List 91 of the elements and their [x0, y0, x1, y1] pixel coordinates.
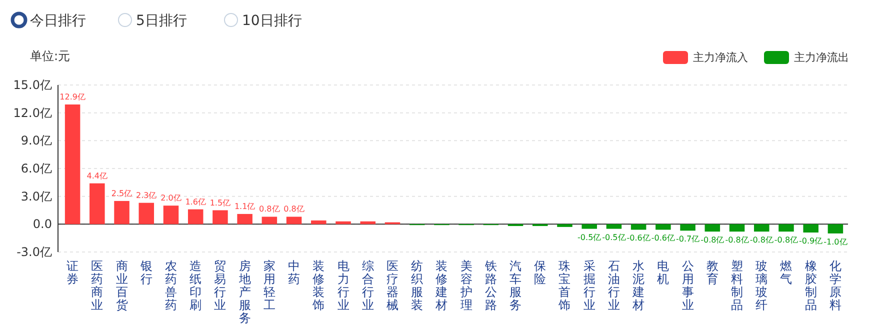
bar	[237, 214, 252, 224]
bar	[114, 200, 130, 224]
bar	[286, 216, 302, 224]
y-tick-label: 12.0亿	[13, 106, 52, 120]
data-label: -0.5亿	[602, 232, 626, 242]
x-tick-label: 医疗器械	[386, 259, 398, 312]
x-tick-label: 公用事业	[682, 259, 694, 312]
bar	[656, 224, 671, 230]
bar	[606, 224, 622, 229]
legend-label: 主力净流入	[693, 51, 748, 64]
x-tick-label: 水泥建材	[632, 259, 645, 312]
bar	[630, 224, 646, 230]
data-label: -0.7亿	[676, 234, 700, 244]
bar	[803, 224, 818, 233]
x-tick-label: 玻璃玻纤	[756, 259, 768, 312]
bar	[90, 183, 105, 224]
bar	[138, 202, 154, 224]
x-tick-label: 汽车服务	[510, 259, 522, 312]
bar	[778, 224, 794, 232]
legend-label: 主力净流出	[794, 51, 849, 64]
bar	[704, 224, 720, 232]
x-tick-label: 家用轻工	[263, 259, 276, 312]
text: 今日排行	[30, 13, 86, 29]
x-tick-label: 化学原料	[829, 259, 842, 312]
data-label: 0.8亿	[259, 204, 280, 214]
data-label: 1.1亿	[234, 202, 256, 211]
data-label: 2.3亿	[136, 190, 157, 200]
x-tick-label: 造纸印刷	[190, 259, 202, 312]
x-tick-label: 铁路公路	[484, 259, 497, 312]
x-tick-label: 美容护理	[459, 259, 472, 312]
data-label: -0.6亿	[651, 234, 675, 243]
bar	[729, 224, 745, 232]
bar	[582, 224, 597, 229]
bar	[64, 104, 80, 224]
x-tick-label: 教育	[706, 259, 718, 286]
data-label: -0.8亿	[774, 236, 798, 245]
y-tick-label: 6.0亿	[20, 162, 52, 176]
data-label: -0.5亿	[578, 232, 602, 242]
y-tick-label: 0.0	[32, 217, 52, 232]
x-tick-label: 装修建材	[434, 259, 448, 312]
x-tick-label: 塑料制品	[731, 259, 744, 312]
x-tick-label: 采掘行业	[583, 259, 596, 312]
x-tick-label: 证券	[66, 259, 79, 286]
bar	[680, 224, 696, 231]
x-tick-label: 医药商业	[91, 259, 104, 312]
data-label: 1.6亿	[185, 197, 206, 206]
text: 10日排行	[242, 13, 302, 29]
x-tick-label: 电机	[657, 259, 670, 286]
x-tick-label: 纺织服装	[411, 259, 424, 312]
bar	[360, 221, 376, 224]
data-label: -0.8亿	[700, 236, 724, 245]
data-label: -0.8亿	[725, 236, 749, 245]
x-tick-label: 装修装饰	[312, 259, 325, 312]
x-tick-label: 中药	[288, 259, 300, 286]
bar	[336, 221, 351, 224]
x-tick-label: 银行	[139, 259, 152, 286]
data-label: -0.8亿	[750, 236, 774, 245]
y-tick-label: 9.0亿	[20, 134, 52, 148]
data-label: -0.9亿	[799, 236, 823, 246]
y-tick-label: -3.0亿	[16, 245, 52, 259]
bar	[262, 216, 278, 224]
bar	[557, 224, 572, 227]
data-label: -1.0亿	[824, 237, 848, 246]
bar	[311, 220, 326, 224]
data-label: 4.4亿	[86, 171, 108, 180]
x-tick-label: 商业百货	[116, 259, 128, 312]
y-tick-label: 3.0亿	[20, 189, 52, 204]
x-tick-label: 农药兽药	[164, 259, 177, 312]
bar	[212, 210, 228, 224]
data-label: 12.9亿	[60, 92, 86, 102]
y-tick-label: 15.0亿	[13, 78, 52, 92]
data-label: 2.5亿	[111, 188, 132, 198]
x-tick-label: 综合行业	[362, 259, 374, 312]
text: 5日排行	[136, 13, 187, 29]
x-tick-label: 石油行业	[608, 259, 620, 312]
y-axis-title: 单位:元	[30, 49, 70, 63]
data-label: 2.0亿	[160, 194, 182, 203]
x-tick-label: 橡胶制品	[804, 259, 817, 312]
x-tick-label: 贸易行业	[214, 259, 226, 312]
x-tick-label: 燃气	[780, 259, 792, 286]
x-tick-label: 珠宝首饰	[558, 259, 571, 312]
data-label: -0.6亿	[626, 234, 650, 243]
data-label: 1.5亿	[210, 198, 231, 208]
data-label: 0.8亿	[284, 204, 304, 214]
x-tick-label: 房地产服务	[238, 259, 251, 325]
bar	[754, 224, 770, 232]
x-tick-label: 电力行业	[337, 259, 350, 312]
bar	[163, 206, 179, 224]
x-tick-label: 保险	[534, 259, 546, 286]
bar	[828, 224, 844, 234]
bar	[188, 209, 204, 224]
